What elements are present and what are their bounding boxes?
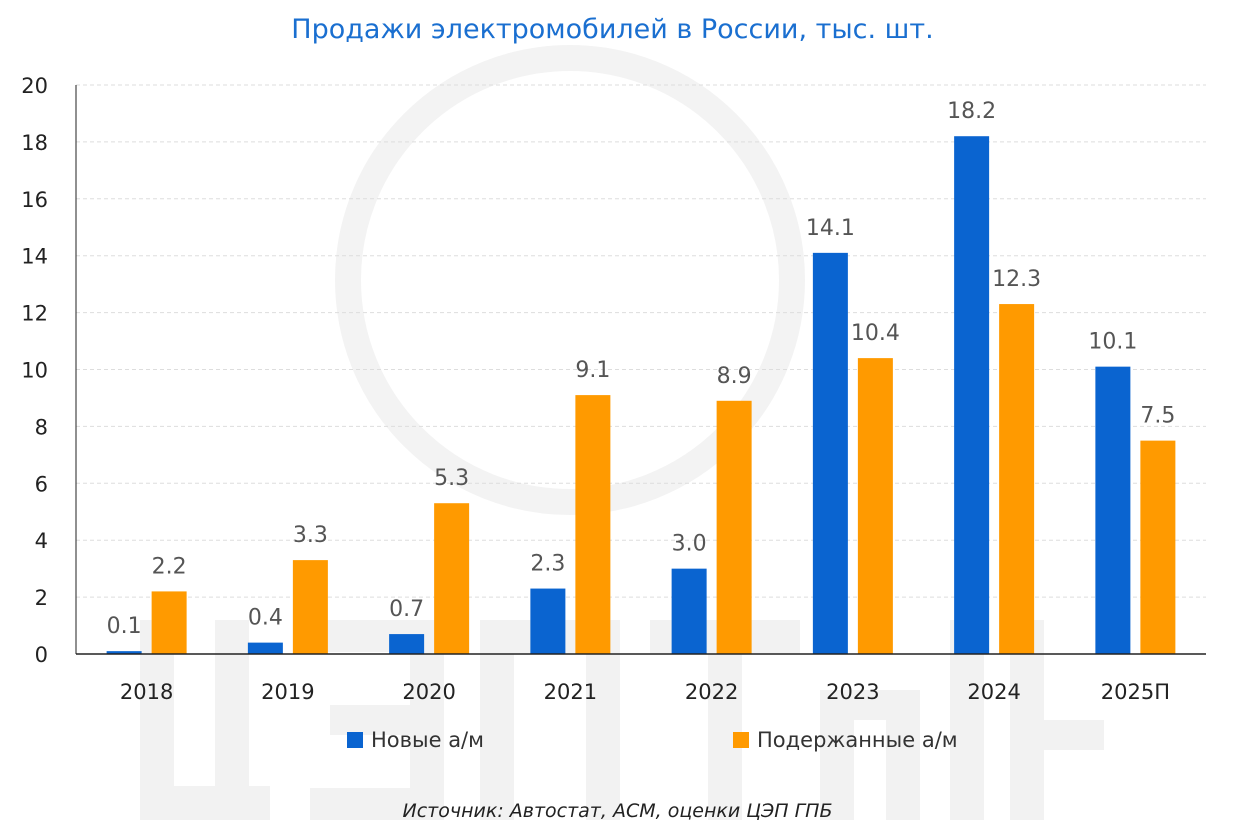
data-label: 10.1 <box>1088 330 1137 355</box>
x-tick-label: 2022 <box>685 680 738 704</box>
data-label: 0.7 <box>389 597 424 622</box>
bar-new <box>671 568 707 654</box>
bar-new <box>812 252 848 655</box>
y-tick-label: 6 <box>35 472 48 496</box>
data-label: 12.3 <box>992 267 1041 292</box>
bar-new <box>389 634 425 654</box>
bar-used <box>857 358 893 654</box>
chart-title: Продажи электромобилей в России, тыс. шт… <box>291 14 934 45</box>
bar-used <box>292 560 328 654</box>
data-label: 5.3 <box>434 466 469 491</box>
legend-label-new: Новые а/м <box>371 728 484 752</box>
x-tick-label: 2018 <box>120 680 173 704</box>
bar-chart: 0 2 4 6 8 10 12 14 16 18 20 2018 0.1 2.2 2019 0.4 3.3 202… <box>21 74 1206 704</box>
x-tick-label: 2024 <box>967 680 1020 704</box>
source-note: Источник: Автостат, АСМ, оценки ЦЭП ГПБ <box>402 800 833 822</box>
data-label: 7.5 <box>1140 404 1175 429</box>
legend-item-used: Подержанные а/м <box>733 728 958 752</box>
data-label: 9.1 <box>575 358 610 383</box>
y-tick-label: 8 <box>35 415 48 439</box>
bar-used <box>151 591 187 654</box>
legend-swatch-new <box>347 732 363 748</box>
data-label: 18.2 <box>947 99 996 124</box>
y-tick-label: 12 <box>21 302 48 326</box>
x-tick-label: 2020 <box>402 680 455 704</box>
data-label: 0.4 <box>248 606 283 631</box>
bar-used <box>999 304 1035 654</box>
bar-used <box>575 395 611 654</box>
legend-label-used: Подержанные а/м <box>757 728 958 752</box>
bar-new <box>247 642 283 654</box>
bar-used <box>1140 440 1176 654</box>
x-tick-label: 2021 <box>544 680 597 704</box>
x-tick-label: 2023 <box>826 680 879 704</box>
bar-used <box>716 400 752 654</box>
data-label: 14.1 <box>806 216 855 241</box>
y-tick-label: 0 <box>35 643 48 667</box>
bar-new <box>1095 366 1131 654</box>
bar-new <box>530 588 566 654</box>
bar-used <box>434 503 470 654</box>
y-tick-label: 4 <box>35 529 48 553</box>
data-label: 3.0 <box>672 532 707 557</box>
y-tick-label: 2 <box>35 586 48 610</box>
y-tick-label: 10 <box>21 359 48 383</box>
legend: Новые а/м Подержанные а/м <box>0 728 1249 758</box>
legend-swatch-used <box>733 732 749 748</box>
data-label: 2.3 <box>530 552 565 577</box>
y-tick-label: 16 <box>21 188 48 212</box>
data-label: 10.4 <box>851 321 900 346</box>
data-label: 0.1 <box>107 614 142 639</box>
y-tick-label: 18 <box>21 131 48 155</box>
y-tick-label: 20 <box>21 74 48 98</box>
legend-item-new: Новые а/м <box>347 728 484 752</box>
data-label: 2.2 <box>152 554 187 579</box>
y-tick-label: 14 <box>21 245 48 269</box>
bar-new <box>106 651 142 654</box>
bar-new <box>954 136 990 654</box>
data-label: 8.9 <box>717 364 752 389</box>
x-tick-label: 2025П <box>1101 680 1170 704</box>
x-tick-label: 2019 <box>261 680 314 704</box>
data-label: 3.3 <box>293 523 328 548</box>
